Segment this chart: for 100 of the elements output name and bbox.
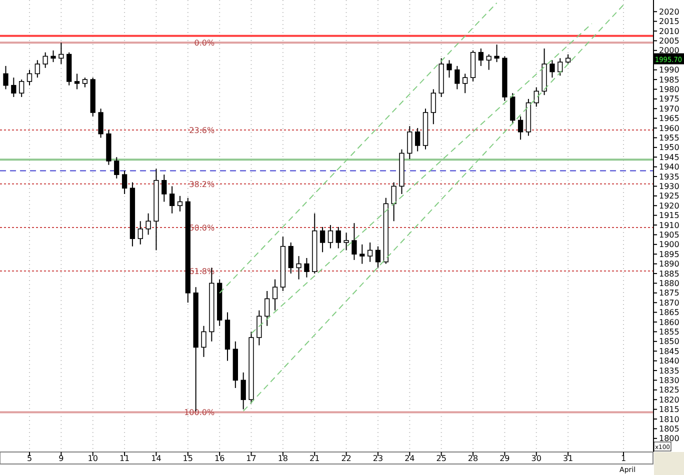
y-tick-label: 1935 — [659, 172, 680, 182]
candlestick — [138, 220, 143, 245]
y-tick-label: 1840 — [659, 356, 680, 366]
candlestick — [518, 116, 524, 140]
y-tick-label: 1885 — [659, 269, 680, 278]
candlestick — [98, 108, 104, 138]
y-tick-label: 2015 — [659, 17, 680, 26]
candlestick — [494, 44, 500, 63]
candlestick — [320, 226, 326, 253]
candlestick — [407, 126, 412, 160]
x-tick-label: 30 — [531, 454, 542, 463]
candlestick — [19, 79, 24, 98]
annotation: 38.2% — [189, 180, 215, 189]
candlestick — [534, 86, 539, 108]
candlestick — [34, 60, 40, 78]
candlestick — [454, 65, 460, 90]
y-tick-label: 2020 — [659, 7, 680, 16]
candlestick — [462, 73, 468, 94]
candlestick — [169, 186, 175, 214]
candlestick — [352, 222, 357, 260]
y-tick-label: 1925 — [659, 192, 680, 201]
y-tick-label: 2010 — [659, 26, 680, 36]
annotation: 100.0% — [184, 408, 215, 418]
candlestick — [264, 290, 270, 326]
y-tick-label: 1820 — [659, 395, 680, 404]
x-tick-label: 14 — [151, 454, 162, 463]
candlestick — [42, 52, 48, 68]
y-tick-label: 1950 — [659, 143, 680, 152]
y-tick-label: 1855 — [659, 328, 680, 337]
candlestick — [162, 174, 167, 202]
x-tick-label: 21 — [310, 454, 320, 463]
y-tick-label: 1865 — [659, 308, 680, 318]
y-tick-label: 1845 — [659, 346, 680, 356]
candlestick — [336, 226, 341, 249]
y-tick-label: 1990 — [659, 66, 680, 75]
y-tick-label: 1875 — [659, 288, 680, 298]
y-tick-label: 1930 — [659, 182, 680, 192]
candlestick — [375, 246, 381, 268]
candlestick — [114, 156, 120, 179]
candlestick — [50, 50, 56, 63]
y-tick-label: 1830 — [659, 376, 680, 386]
candlestick — [415, 128, 420, 152]
x-tick-label: 11 — [119, 454, 130, 463]
x-tick-label: 16 — [214, 454, 225, 463]
candlestick — [430, 88, 436, 125]
y-tick-label: 1980 — [659, 85, 680, 94]
candlestick — [26, 69, 32, 86]
x-tick-label: 24 — [404, 454, 415, 463]
candlestick — [288, 242, 294, 274]
candlestick — [240, 372, 246, 410]
candlestick — [446, 60, 452, 78]
candlestick — [558, 58, 563, 76]
candlestick — [82, 77, 88, 88]
candlestick — [510, 92, 516, 125]
x-tick-label: 22 — [341, 454, 352, 463]
candlestick — [328, 224, 334, 249]
y-tick-label: 1975 — [659, 94, 680, 104]
x-tick-label: 31 — [562, 454, 574, 463]
x-tick-label: 25 — [436, 454, 446, 463]
y-tick-label: 1895 — [659, 250, 680, 259]
candlestick — [3, 65, 8, 90]
candlestick — [272, 278, 278, 311]
candlestick — [296, 256, 302, 280]
y-tick-label: 1805 — [659, 424, 680, 434]
candlestick — [367, 242, 373, 262]
y-tick-label: 1955 — [659, 134, 680, 143]
candlestick — [486, 54, 492, 70]
y-tick-label: 1825 — [659, 386, 680, 395]
candlestick — [146, 212, 151, 236]
y-tick-label: 1970 — [659, 104, 680, 114]
y-tick-label: 2005 — [659, 36, 680, 46]
x-tick-label: 9 — [58, 454, 64, 463]
candlestick — [122, 170, 128, 194]
x-tick-label: 29 — [500, 454, 510, 463]
candlestick — [58, 42, 64, 65]
x-tick-label: 28 — [468, 454, 478, 463]
y-tick-label: 1910 — [659, 220, 680, 230]
y-tick-label: 2000 — [659, 46, 680, 56]
y-tick-label: 1985 — [659, 75, 680, 84]
candlestick — [565, 54, 571, 65]
annotation: 23.6% — [189, 126, 215, 135]
y-tick-label: 1920 — [659, 201, 680, 210]
y-tick-label: 1835 — [659, 366, 680, 376]
candlestick — [201, 325, 206, 358]
y-tick-label: 1800 — [659, 434, 680, 444]
candlestick — [550, 60, 555, 78]
x-tick-label: 10 — [88, 454, 98, 463]
y-tick-label: 1900 — [659, 240, 680, 250]
y-tick-label: 1870 — [659, 298, 680, 308]
y-tick-label: 1940 — [659, 162, 680, 172]
y-tick-label: 1880 — [659, 279, 680, 288]
y-tick-label: 1815 — [659, 405, 680, 414]
candlestick — [304, 258, 310, 278]
x-tick-label: 15 — [182, 454, 193, 463]
x-tick-label: 23 — [372, 454, 384, 463]
y-tick-label: 1850 — [659, 337, 680, 346]
candlestick — [256, 310, 262, 346]
y-tick-label: 1860 — [659, 318, 680, 327]
y-tick-label: 1890 — [659, 260, 680, 269]
y-tick-label: 1965 — [659, 114, 680, 124]
